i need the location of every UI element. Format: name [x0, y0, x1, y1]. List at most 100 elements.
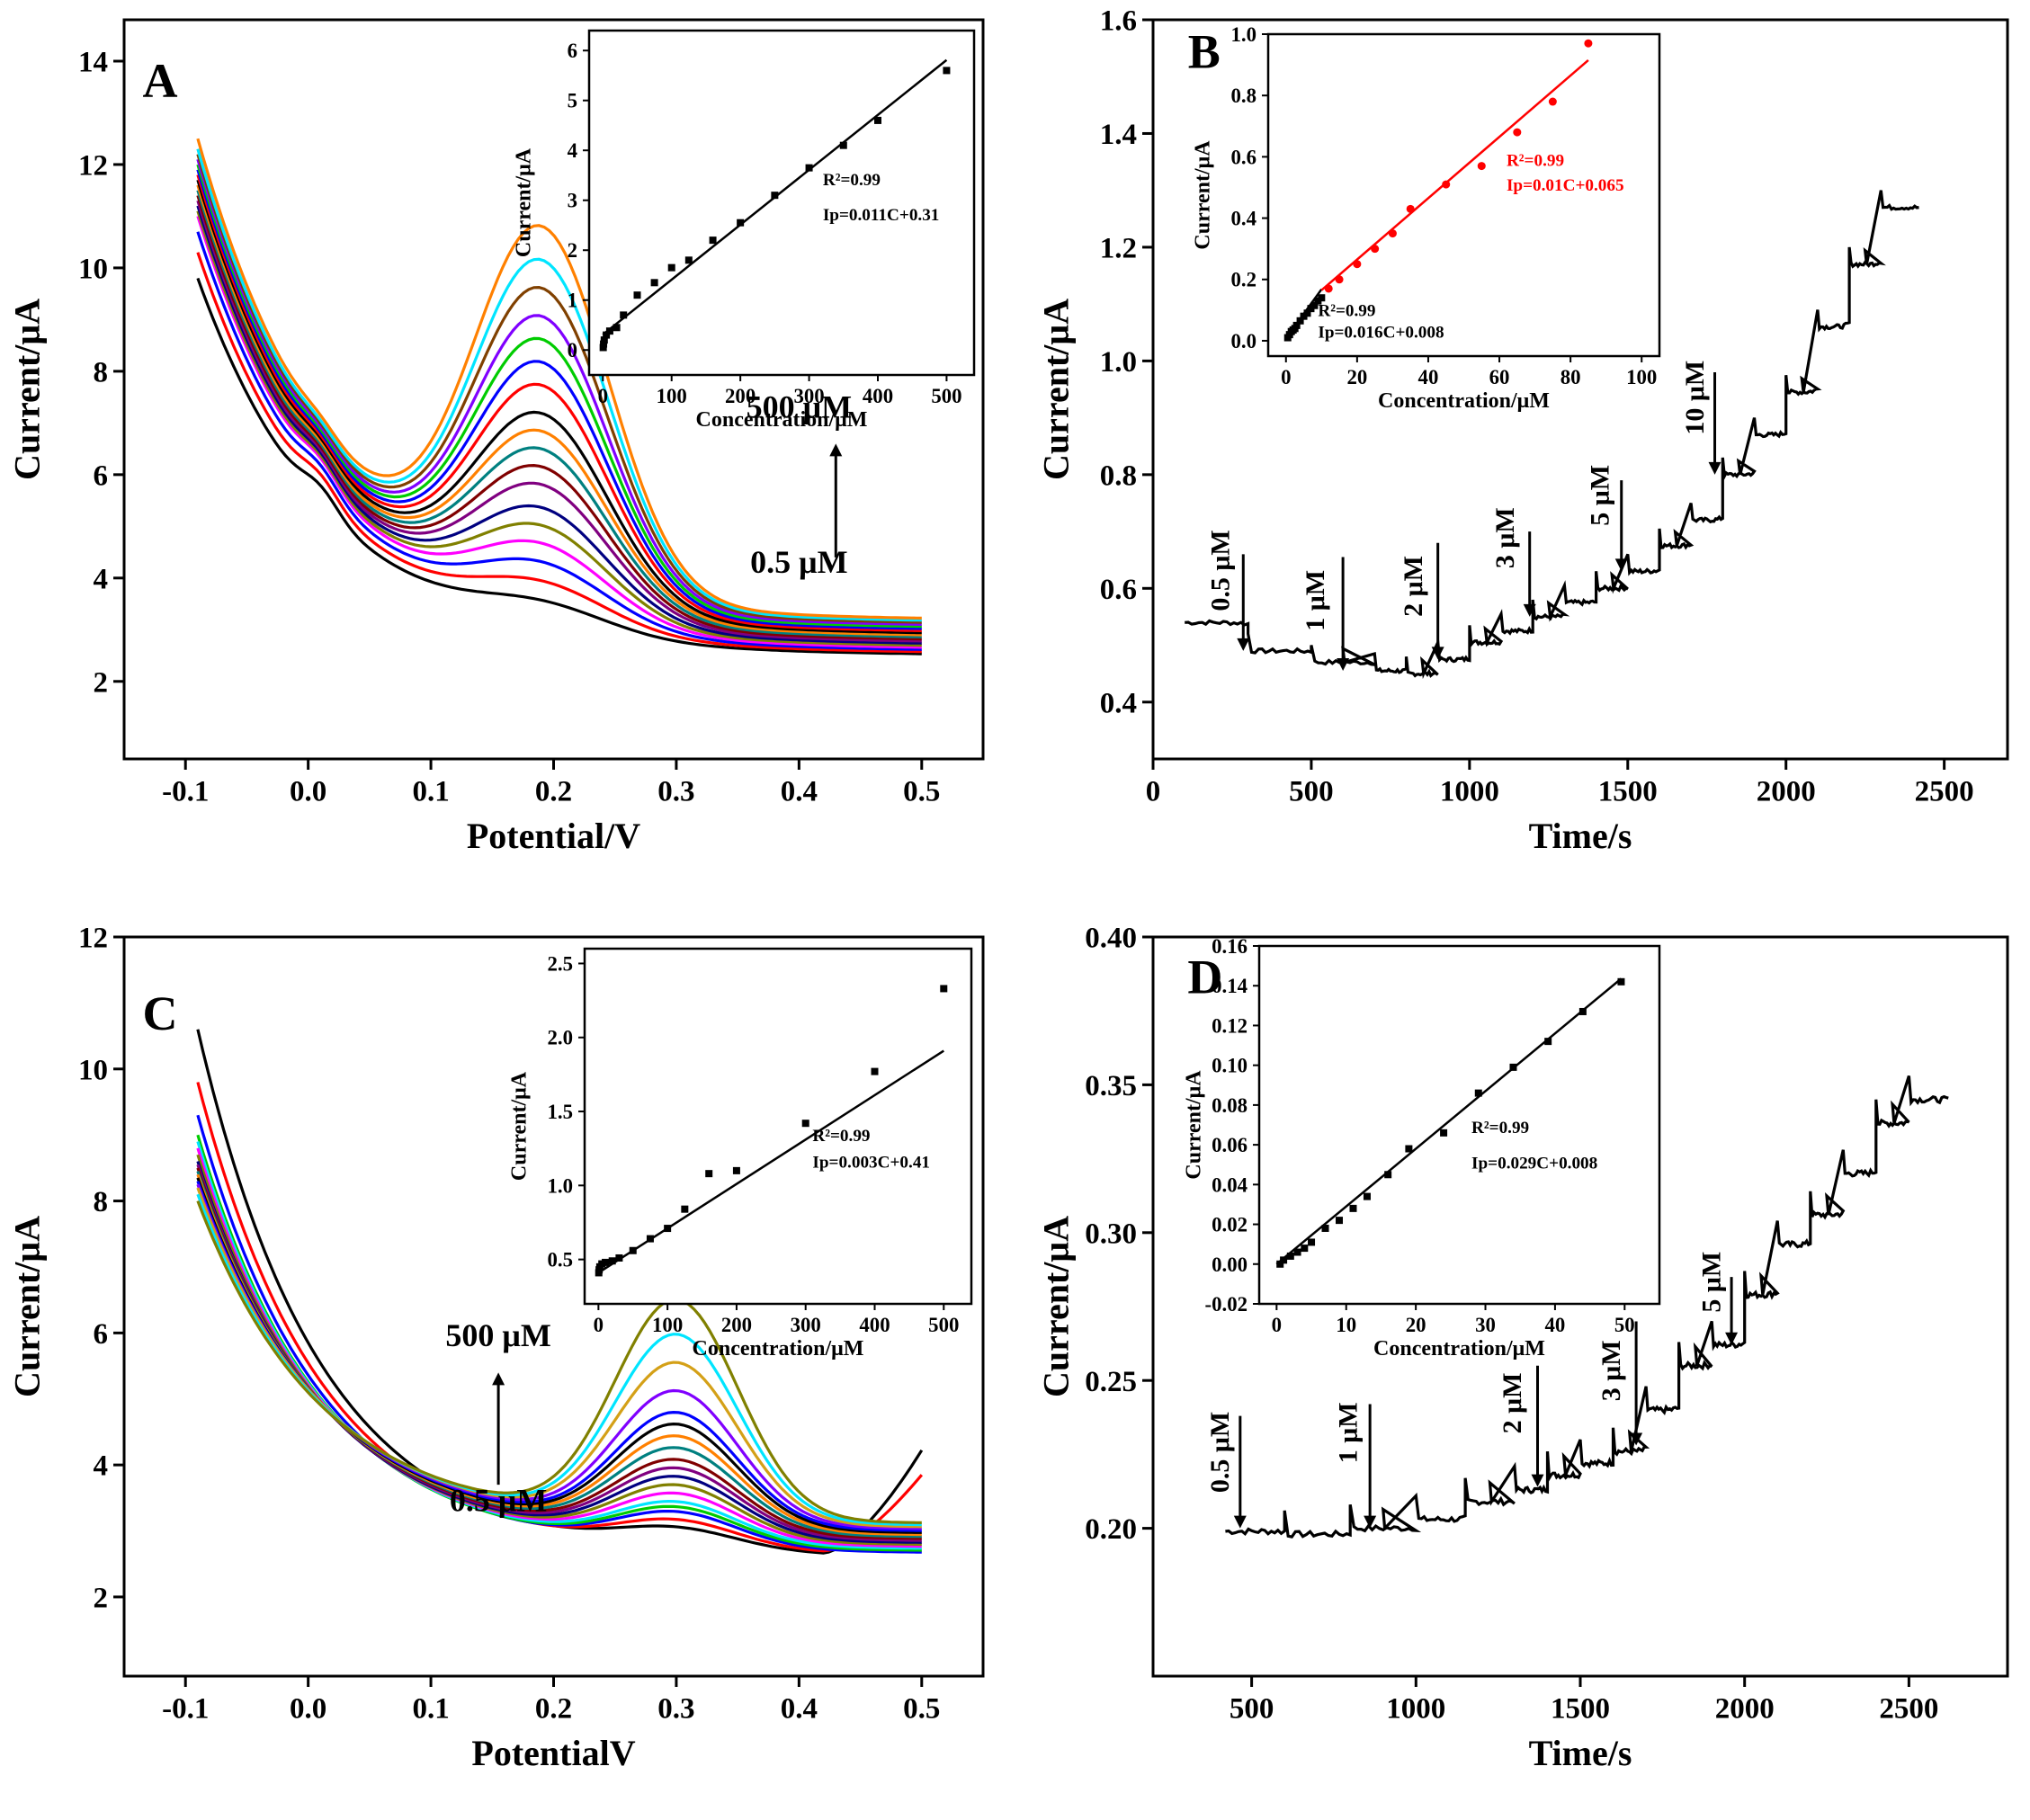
data-point — [1353, 260, 1362, 269]
y-tick-label: 0.40 — [1085, 923, 1137, 955]
data-point — [1617, 977, 1625, 986]
data-point — [1388, 229, 1397, 238]
x-tick-label: 2500 — [1879, 1693, 1938, 1726]
concentration-label: 5 μM — [1696, 1252, 1726, 1313]
data-point — [681, 1205, 689, 1213]
data-point — [684, 256, 693, 264]
x-tick-label: 60 — [1489, 366, 1510, 388]
y-tick-label: 0 — [568, 339, 577, 361]
data-point — [615, 1253, 623, 1262]
data-point — [771, 192, 779, 200]
y-tick-label: 8 — [94, 1186, 109, 1218]
y-tick-label: 6 — [568, 40, 577, 62]
x-axis-label: Potential/V — [467, 816, 640, 856]
data-point — [1584, 39, 1593, 48]
data-point — [1310, 301, 1319, 309]
x-tick-label: 0.3 — [657, 1693, 694, 1726]
y-tick-label: -0.02 — [1205, 1293, 1248, 1316]
data-point — [613, 324, 621, 332]
data-point — [1292, 321, 1301, 329]
data-point — [1336, 1217, 1343, 1225]
data-point — [620, 311, 628, 319]
arrow-head — [1523, 603, 1536, 617]
x-tick-label: 2000 — [1757, 776, 1816, 808]
arrow-head — [1708, 461, 1721, 475]
inset-frame — [1257, 944, 1661, 1306]
y-tick-label: 0.5 — [548, 1249, 574, 1271]
x-tick-label: 200 — [725, 385, 756, 407]
y-tick-label: 0.04 — [1212, 1173, 1248, 1196]
inset-frame — [1266, 32, 1661, 358]
fit-annotation: Ip=0.003C+0.41 — [812, 1154, 930, 1173]
y-tick-label: 1 — [568, 290, 577, 312]
x-axis-label: Concentration/μM — [696, 408, 868, 432]
data-point — [943, 67, 951, 75]
y-tick-label: 1.5 — [548, 1101, 574, 1123]
x-tick-label: 0 — [1272, 1314, 1282, 1336]
dpv-curve — [196, 154, 922, 624]
y-axis-label: Current/μA — [1182, 1070, 1205, 1180]
x-tick-label: 500 — [1289, 776, 1334, 808]
data-point — [705, 1170, 713, 1178]
y-tick-label: 4 — [94, 563, 109, 595]
dpv-curve — [196, 200, 922, 643]
x-tick-label: 0.5 — [903, 776, 940, 808]
y-tick-label: 0.4 — [1231, 208, 1257, 230]
data-point — [1477, 162, 1486, 171]
dpv-curve — [196, 158, 922, 626]
data-point — [839, 141, 847, 149]
data-point — [1321, 1224, 1329, 1232]
arrow-head — [1237, 638, 1250, 651]
data-point — [1384, 1171, 1392, 1179]
data-point — [1293, 1248, 1301, 1256]
x-tick-label: 20 — [1406, 1314, 1426, 1336]
dpv-curve — [196, 205, 922, 645]
data-point — [650, 279, 658, 287]
x-tick-label: 0 — [598, 385, 608, 407]
concentration-label: 2 μM — [1498, 1373, 1527, 1434]
fit-annotation: Ip=0.011C+0.31 — [823, 206, 940, 225]
x-tick-label: 100 — [657, 385, 687, 407]
concentration-label: 1 μM — [1301, 570, 1330, 631]
data-point — [940, 985, 948, 993]
concentration-label: 1 μM — [1334, 1402, 1364, 1463]
y-tick-label: 0.8 — [1231, 85, 1257, 107]
panel-a: -0.1 0.0 0.1 0.2 0.3 0.4 0.52468101214Potentia… — [6, 18, 985, 856]
dpv-curve — [196, 1200, 922, 1524]
data-point — [1405, 1145, 1413, 1153]
data-point — [602, 1258, 610, 1266]
y-axis-label: Current/μA — [6, 299, 47, 480]
x-tick-label: 0.4 — [781, 776, 818, 808]
y-tick-label: 2 — [568, 239, 577, 262]
data-point — [600, 340, 608, 348]
y-tick-label: 8 — [94, 356, 109, 388]
y-tick-label: 0.02 — [1212, 1214, 1248, 1236]
x-tick-label: 10 — [1336, 1314, 1356, 1336]
y-tick-label: 12 — [78, 150, 108, 183]
y-tick-label: 0.4 — [1100, 687, 1137, 719]
concentration-label: 0.5 μM — [450, 1483, 547, 1519]
x-tick-label: 0.2 — [535, 776, 572, 808]
arrow-head — [1364, 1515, 1377, 1529]
y-tick-label: 0.12 — [1212, 1014, 1248, 1037]
concentration-label: 10 μM — [1680, 361, 1710, 435]
x-tick-label: 0.4 — [781, 1693, 818, 1726]
data-point — [1442, 180, 1451, 189]
dpv-curve — [196, 169, 922, 630]
panel-label: D — [1187, 950, 1222, 1004]
inset-frame — [587, 29, 976, 377]
dpv-curve — [196, 215, 922, 649]
y-tick-label: 6 — [94, 1318, 109, 1351]
x-tick-label: 0.5 — [903, 1693, 940, 1726]
x-tick-label: -0.1 — [162, 776, 209, 808]
x-tick-label: 300 — [793, 385, 824, 407]
data-point — [1371, 245, 1380, 254]
x-tick-label: 0 — [1146, 776, 1161, 808]
data-point — [646, 1235, 654, 1243]
y-tick-label: 1.2 — [1100, 232, 1137, 264]
data-point — [871, 1067, 879, 1075]
y-axis-label: Current/μA — [512, 147, 535, 257]
plot-frame — [1151, 18, 2009, 761]
x-tick-label: 0.0 — [290, 776, 326, 808]
